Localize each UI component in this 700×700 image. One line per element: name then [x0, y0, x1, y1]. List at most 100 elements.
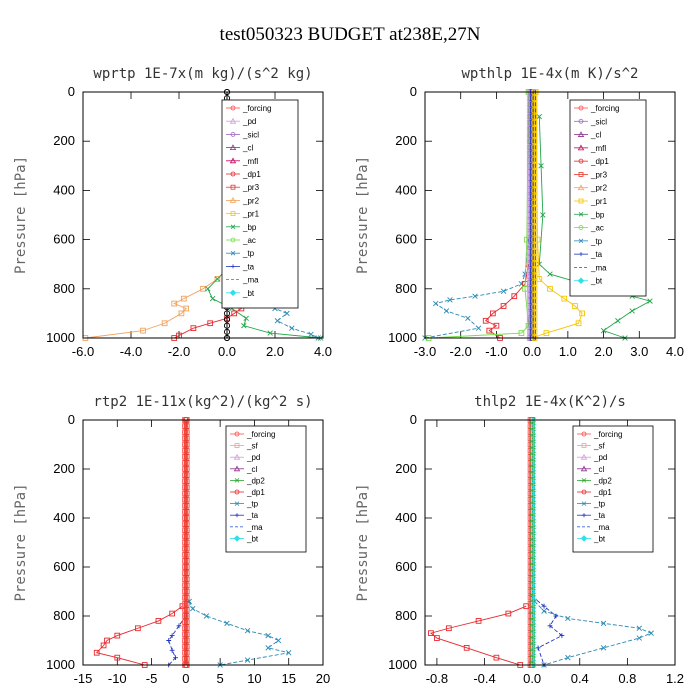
data-point — [428, 630, 434, 637]
y-tick-label: 800 — [53, 608, 75, 623]
x-tick-label: 2.0 — [266, 344, 284, 359]
profile-point — [183, 429, 190, 436]
profile-point — [531, 429, 537, 435]
y-axis-label: Pressure [hPa] — [13, 156, 29, 274]
series-dp1 — [482, 261, 532, 341]
profile-point — [531, 181, 538, 188]
y-axis-label: Pressure [hPa] — [13, 483, 29, 601]
legend-label: _ma — [593, 523, 610, 532]
data-point — [547, 623, 553, 629]
profile-point — [183, 515, 190, 521]
legend-label: _ac — [242, 236, 256, 245]
series-line — [95, 605, 183, 666]
profile-point — [531, 101, 538, 108]
legend-entry: _pd — [577, 453, 607, 462]
legend-marker — [581, 501, 587, 506]
data-point — [648, 630, 654, 636]
data-point — [600, 620, 607, 627]
legend-entry: _ta — [577, 511, 606, 520]
profile-point — [529, 509, 535, 515]
x-tick-label: -2.0 — [450, 344, 472, 359]
legend-marker — [234, 443, 240, 449]
legend-entry: _pr2 — [226, 196, 260, 205]
data-point — [493, 654, 500, 661]
profile-point — [183, 600, 190, 607]
legend-entry: _ta — [574, 250, 603, 259]
profile-point — [531, 466, 537, 472]
legend-marker — [234, 478, 240, 483]
profile-point — [183, 570, 190, 576]
panels: wprtp 1E-7x(m kg)/(s^2 kg) Pressure [hPa]… — [13, 66, 684, 686]
y-axis-label: Pressure [hPa] — [355, 483, 371, 601]
data-point — [265, 645, 271, 651]
data-point — [572, 303, 578, 309]
profile-point — [531, 533, 537, 540]
profile-point — [529, 564, 535, 570]
profile-point — [183, 466, 190, 472]
profile-point — [183, 453, 190, 460]
profile-point — [531, 224, 538, 231]
profile-point — [529, 533, 535, 540]
data-point — [200, 285, 206, 292]
profile-point — [183, 478, 190, 485]
series-line — [531, 596, 563, 666]
y-tick-label: 800 — [395, 281, 417, 296]
profile-point — [531, 484, 537, 491]
panel-title: wprtp 1E-7x(m kg)/(s^2 kg) — [93, 66, 312, 82]
profile-point — [529, 607, 535, 613]
legend-entry: _ac — [574, 224, 604, 233]
plot-frame — [82, 419, 324, 666]
data-point — [161, 320, 168, 327]
y-tick-label: 200 — [53, 461, 75, 476]
legend-marker — [229, 117, 237, 124]
legend-marker — [577, 144, 585, 151]
profile-point — [529, 600, 535, 607]
legend-marker — [578, 238, 584, 244]
profile-point — [183, 509, 190, 515]
profile-point — [531, 650, 537, 656]
legend-entry: _tp — [577, 500, 606, 509]
near-zero-profiles — [182, 417, 190, 668]
profile-point — [531, 515, 537, 521]
panel-3: rtp2 1E-11x(kg^2)/(kg^2 s) Pressure [hPa]… — [13, 394, 330, 686]
profile-point — [531, 521, 537, 527]
legend-label: _bt — [590, 277, 603, 286]
legend-marker — [578, 158, 584, 164]
data-point — [231, 310, 238, 317]
profile-point — [529, 447, 535, 454]
data-point — [243, 315, 249, 322]
profile-point — [183, 649, 190, 656]
series-ac — [425, 89, 532, 341]
panel-title: thlp2 1E-4x(K^2)/s — [474, 394, 626, 410]
series-pr2 — [82, 266, 230, 341]
profile-point — [183, 441, 190, 448]
y-tick-label: 200 — [395, 133, 417, 148]
data-point — [169, 647, 175, 653]
profile-point — [531, 304, 538, 311]
data-point — [565, 615, 571, 622]
legend-entry: _ta — [230, 511, 259, 520]
data-point — [615, 318, 621, 324]
y-tick-label: 400 — [53, 182, 75, 197]
legend-entry: _tp — [230, 500, 259, 509]
legend-entry: _pd — [230, 453, 260, 462]
legend-label: _pd — [593, 453, 607, 462]
legend-label: _bp — [590, 210, 605, 219]
profile-point — [531, 218, 538, 225]
y-tick-label: 800 — [395, 608, 417, 623]
profile-point — [531, 175, 538, 181]
profile-point — [531, 601, 537, 607]
profile-point — [529, 643, 535, 650]
data-point — [482, 317, 489, 324]
legend-entry: _dp1 — [577, 488, 612, 497]
legend-label: _ta — [246, 511, 259, 520]
y-tick-label: 600 — [53, 232, 75, 247]
legend-box — [225, 425, 307, 553]
legend-label: _pd — [246, 453, 260, 462]
profile-point — [531, 150, 538, 157]
legend-entry: _dp1 — [574, 157, 609, 166]
y-tick-label: 200 — [53, 133, 75, 148]
profile-point — [183, 551, 190, 558]
legend-entry: _ma — [226, 276, 259, 285]
